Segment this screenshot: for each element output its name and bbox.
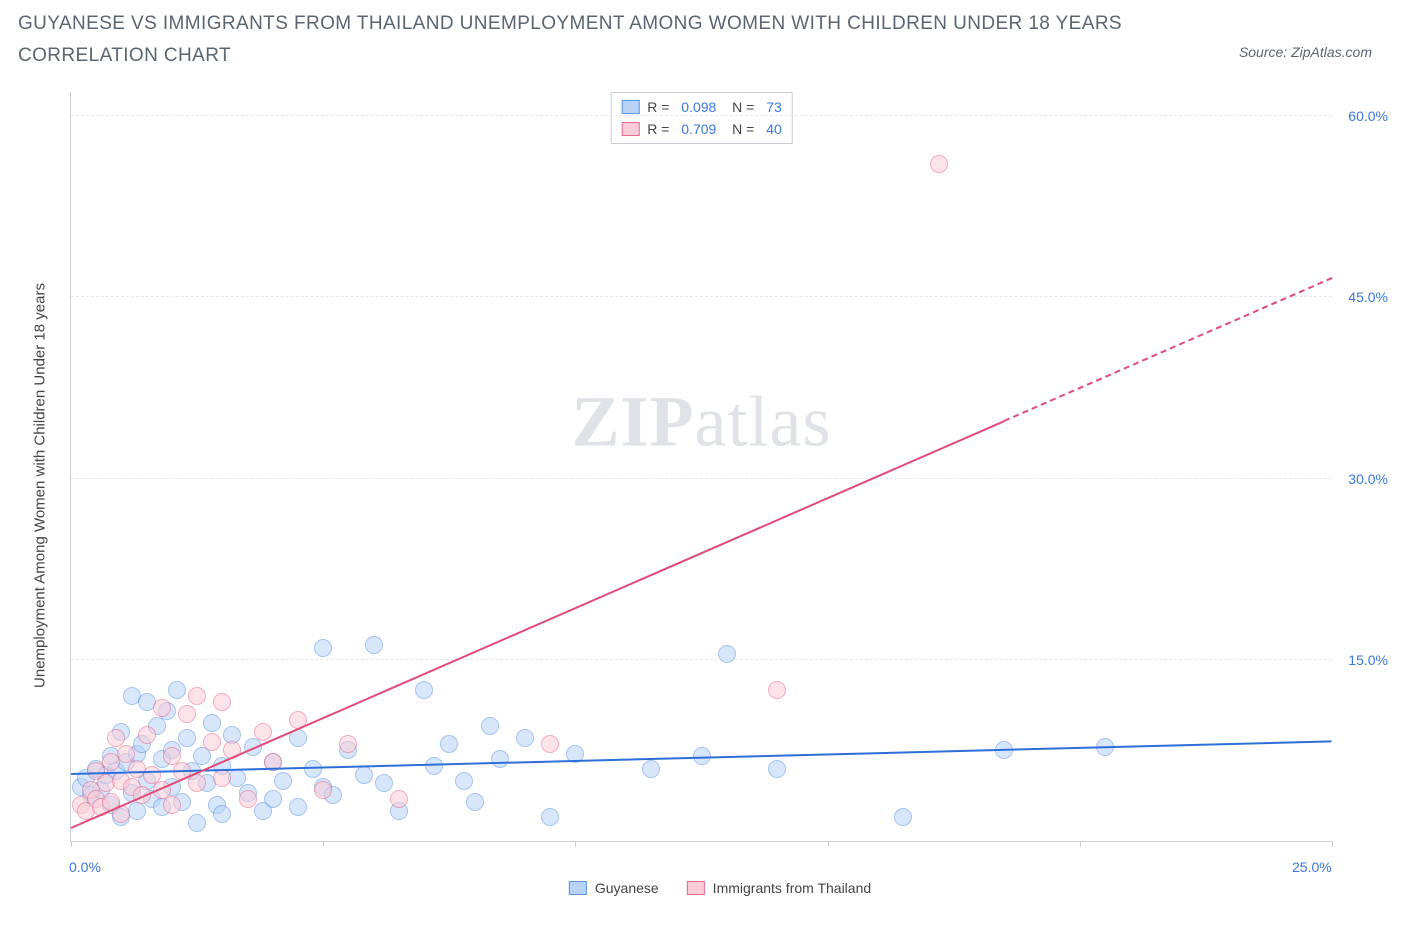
- chart-title: GUYANESE VS IMMIGRANTS FROM THAILAND UNE…: [18, 8, 1148, 73]
- data-point: [289, 798, 307, 816]
- gridline: [71, 115, 1332, 116]
- legend-label-2: Immigrants from Thailand: [713, 880, 871, 896]
- data-point: [768, 681, 786, 699]
- y-tick-label: 45.0%: [1348, 289, 1388, 305]
- x-tick-label: 25.0%: [1292, 859, 1332, 875]
- chart-area: Unemployment Among Women with Children U…: [48, 92, 1392, 862]
- data-point: [425, 757, 443, 775]
- data-point: [178, 705, 196, 723]
- stats-row-2: R = 0.709 N = 40: [621, 118, 782, 140]
- data-point: [314, 781, 332, 799]
- data-point: [415, 681, 433, 699]
- data-point: [163, 796, 181, 814]
- data-point: [168, 681, 186, 699]
- data-point: [455, 772, 473, 790]
- data-point: [440, 735, 458, 753]
- data-point: [491, 750, 509, 768]
- gridline: [71, 478, 1332, 479]
- data-point: [642, 760, 660, 778]
- data-point: [239, 790, 257, 808]
- data-point: [264, 790, 282, 808]
- data-point: [390, 790, 408, 808]
- data-point: [254, 723, 272, 741]
- source-label: Source: ZipAtlas.com: [1239, 44, 1372, 60]
- x-tick: [71, 841, 72, 847]
- data-point: [188, 687, 206, 705]
- y-axis-label: Unemployment Among Women with Children U…: [32, 283, 49, 688]
- data-point: [365, 636, 383, 654]
- data-point: [213, 693, 231, 711]
- data-point: [768, 760, 786, 778]
- data-point: [153, 699, 171, 717]
- data-point: [541, 808, 559, 826]
- data-point: [481, 717, 499, 735]
- data-point: [516, 729, 534, 747]
- stats-box: R = 0.098 N = 73 R = 0.709 N = 40: [610, 92, 793, 144]
- y-tick-label: 30.0%: [1348, 471, 1388, 487]
- data-point: [541, 735, 559, 753]
- data-point: [213, 805, 231, 823]
- plot-region: ZIPatlas R = 0.098 N = 73 R = 0.709 N = …: [70, 92, 1332, 842]
- x-tick: [828, 841, 829, 847]
- x-tick: [1332, 841, 1333, 847]
- data-point: [466, 793, 484, 811]
- swatch-series-1: [621, 100, 639, 114]
- data-point: [375, 774, 393, 792]
- data-point: [718, 645, 736, 663]
- data-point: [339, 735, 357, 753]
- x-tick: [1080, 841, 1081, 847]
- swatch-series-2: [621, 122, 639, 136]
- x-tick: [323, 841, 324, 847]
- y-tick-label: 15.0%: [1348, 652, 1388, 668]
- x-tick-label: 0.0%: [69, 859, 101, 875]
- data-point: [128, 802, 146, 820]
- data-point: [178, 729, 196, 747]
- watermark: ZIPatlas: [572, 380, 832, 463]
- data-point: [203, 714, 221, 732]
- data-point: [138, 726, 156, 744]
- data-point: [894, 808, 912, 826]
- data-point: [355, 766, 373, 784]
- data-point: [213, 769, 231, 787]
- legend-label-1: Guyanese: [595, 880, 659, 896]
- legend-item-1: Guyanese: [569, 880, 659, 896]
- legend-swatch-2: [687, 881, 705, 895]
- gridline: [71, 659, 1332, 660]
- x-tick: [575, 841, 576, 847]
- gridline: [71, 296, 1332, 297]
- y-tick-label: 60.0%: [1348, 108, 1388, 124]
- data-point: [188, 814, 206, 832]
- data-point: [203, 733, 221, 751]
- data-point: [930, 155, 948, 173]
- legend-swatch-1: [569, 881, 587, 895]
- legend: Guyanese Immigrants from Thailand: [569, 880, 871, 896]
- regression-line: [71, 420, 1005, 829]
- data-point: [314, 639, 332, 657]
- legend-item-2: Immigrants from Thailand: [687, 880, 871, 896]
- data-point: [274, 772, 292, 790]
- regression-line: [1004, 277, 1333, 422]
